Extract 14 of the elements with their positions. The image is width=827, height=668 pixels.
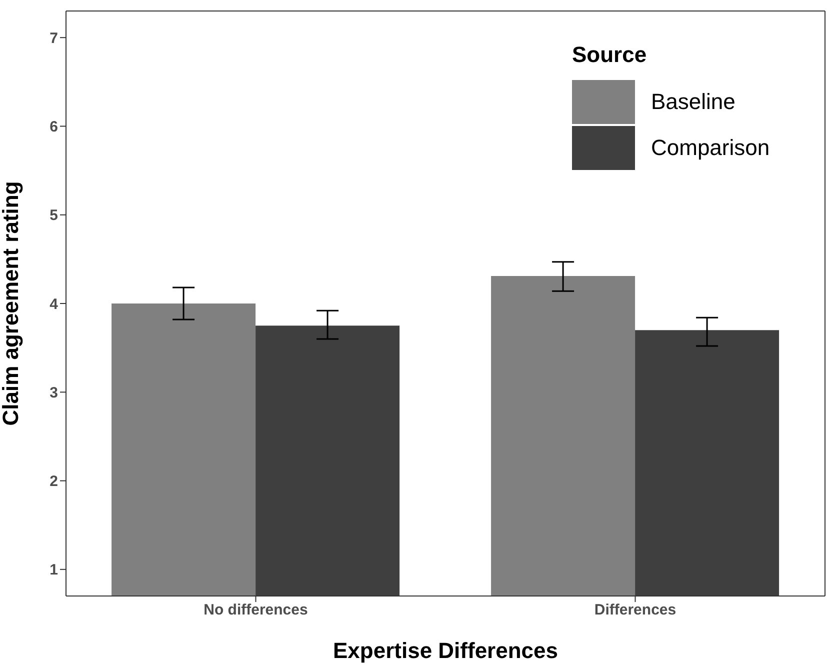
y-tick-label: 7 <box>50 30 58 47</box>
y-tick-label: 5 <box>50 207 58 224</box>
y-tick-label: 4 <box>50 296 59 313</box>
x-axis-title: Expertise Differences <box>333 638 558 663</box>
legend-label: Comparison <box>651 135 770 161</box>
legend-label: Baseline <box>651 89 736 115</box>
y-tick-label: 1 <box>50 562 58 579</box>
y-tick-label: 3 <box>50 384 58 402</box>
y-tick-label: 6 <box>50 118 58 136</box>
y-axis-title: Claim agreement rating <box>0 181 23 426</box>
y-tick-label: 2 <box>50 473 58 490</box>
legend-title: Source <box>572 42 648 68</box>
x-tick-label: Differences <box>594 602 676 619</box>
x-tick-label: No differences <box>204 602 308 619</box>
